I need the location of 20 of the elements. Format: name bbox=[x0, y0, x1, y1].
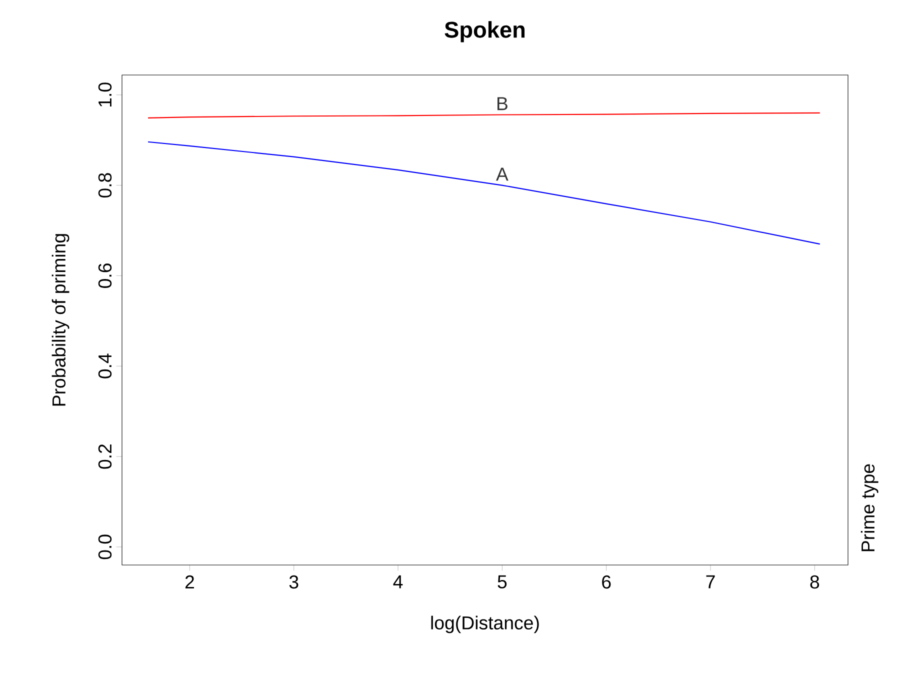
y-tick-label: 0.2 bbox=[98, 444, 112, 469]
y-axis-title: Probability of priming bbox=[52, 234, 70, 406]
y-tick-label: 0.4 bbox=[98, 354, 112, 378]
x-tick-label: 8 bbox=[810, 575, 820, 589]
y-tick-label: 0.8 bbox=[98, 173, 112, 198]
y-tick-label: 0.6 bbox=[98, 264, 112, 288]
line-series bbox=[148, 141, 820, 245]
x-axis-title: log(Distance) bbox=[431, 616, 539, 634]
y-tick-label: 1.0 bbox=[98, 82, 112, 106]
x-tick-label: 4 bbox=[393, 575, 403, 588]
x-tick-label: 6 bbox=[602, 575, 611, 589]
x-tick-label: 2 bbox=[185, 575, 194, 588]
chart-title: Spoken bbox=[444, 21, 525, 42]
x-tick-label: 5 bbox=[498, 575, 507, 588]
series-label: B bbox=[497, 97, 508, 110]
x-tick-label: 3 bbox=[289, 575, 298, 589]
y-tick-label: 0.0 bbox=[98, 534, 112, 560]
x-tick-label: 7 bbox=[706, 575, 715, 588]
series-label: A bbox=[496, 168, 508, 181]
legend-title: Prime type bbox=[860, 464, 878, 552]
